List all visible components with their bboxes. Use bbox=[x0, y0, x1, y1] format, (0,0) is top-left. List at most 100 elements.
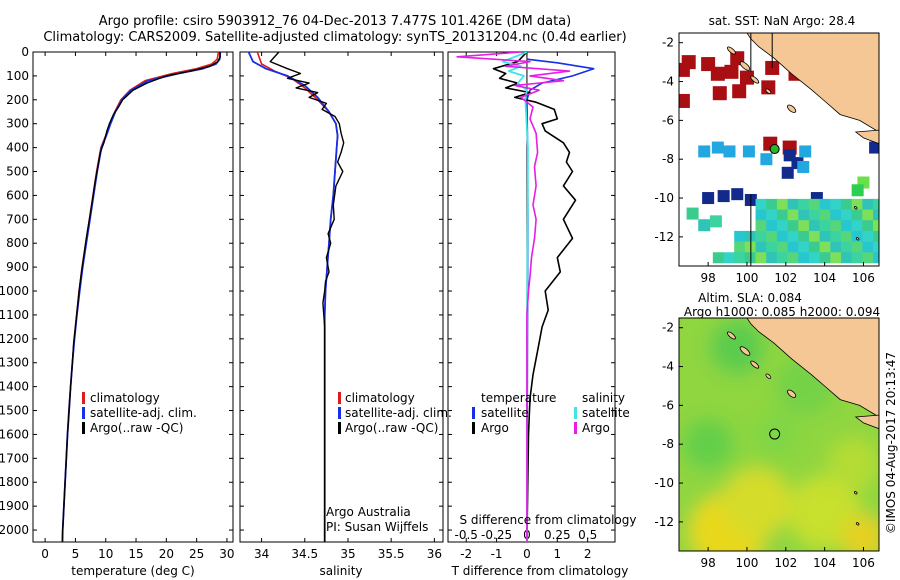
sst-cell-cool bbox=[723, 145, 736, 158]
legend-swatch-satellite bbox=[338, 407, 341, 419]
sst-cell-south bbox=[862, 241, 874, 253]
sst-cell-south bbox=[830, 220, 842, 232]
sst-cell-south bbox=[851, 241, 863, 253]
legend-swatch-satellite bbox=[82, 407, 85, 419]
sst-cell-south bbox=[851, 230, 863, 242]
legend-label-argo: Argo(..raw -QC) bbox=[345, 421, 438, 435]
difference-top-x-label: S difference from climatology bbox=[460, 513, 637, 527]
sst-cell-south bbox=[862, 198, 874, 210]
map-content bbox=[679, 318, 879, 551]
sst-cell-south bbox=[840, 252, 852, 264]
sst-cell-warm bbox=[712, 86, 727, 101]
top-x-tick-label: 0.5 bbox=[578, 528, 597, 542]
sst-cell-cool bbox=[711, 141, 724, 154]
sst-cell-cool bbox=[698, 145, 711, 158]
sst-cell-south bbox=[840, 241, 852, 253]
sst-cell-south bbox=[698, 219, 711, 232]
series-line-temperature-argo bbox=[492, 52, 577, 542]
sst-cell-cool bbox=[742, 145, 755, 158]
sst-cell-south bbox=[830, 252, 842, 264]
x-tick-label: 10 bbox=[98, 547, 113, 561]
depth-tick-label: 1200 bbox=[0, 332, 29, 346]
sst-cell-south bbox=[755, 209, 767, 221]
land-java bbox=[854, 129, 879, 145]
legend-label-temperature-argo: Argo bbox=[481, 421, 509, 435]
sst-cell-south bbox=[787, 209, 799, 221]
sst-cell-south bbox=[840, 230, 852, 242]
sst-cell-south bbox=[851, 209, 863, 221]
float-owner-annotation: Argo Australia bbox=[326, 505, 411, 519]
sla-anomaly-patch bbox=[682, 418, 735, 471]
sst-cell-south bbox=[709, 215, 722, 228]
depth-tick-label: 1900 bbox=[0, 499, 29, 513]
sst-cell-south bbox=[819, 198, 831, 210]
island bbox=[726, 331, 736, 340]
sst-cell-south bbox=[808, 209, 820, 221]
sst-cell-warm bbox=[710, 66, 725, 81]
lat-tick-label: -12 bbox=[654, 230, 674, 244]
sst-cell-south bbox=[819, 252, 831, 264]
sst-cell-south bbox=[776, 252, 788, 264]
sla-anomaly-patch bbox=[827, 437, 879, 490]
sst-cell-south bbox=[808, 230, 820, 242]
sst-cell-south bbox=[787, 198, 799, 210]
sst-cell-south bbox=[787, 241, 799, 253]
top-x-tick-label: 0.25 bbox=[544, 528, 571, 542]
sst-cell-cold bbox=[781, 166, 794, 179]
series-line-argo bbox=[269, 52, 345, 542]
sst-cell-south bbox=[755, 252, 767, 264]
sst-cell-south bbox=[776, 241, 788, 253]
lat-tick-label: -10 bbox=[654, 191, 674, 205]
x-tick-label: 35 bbox=[340, 547, 355, 561]
island bbox=[765, 88, 772, 94]
sst-cell-warm bbox=[679, 93, 690, 108]
sst-cell-cold bbox=[702, 192, 715, 205]
x-tick-label: 20 bbox=[159, 547, 174, 561]
depth-tick-label: 300 bbox=[6, 117, 29, 131]
island bbox=[739, 61, 751, 71]
sst-map-panel: 98 100 102 104 106 -2 -4 -6 -8 -10 -12 bbox=[654, 32, 880, 285]
x-tick-label: 5 bbox=[72, 547, 80, 561]
sst-cell-south bbox=[808, 220, 820, 232]
sst-cell-south bbox=[819, 220, 831, 232]
sst-cell-south bbox=[873, 209, 879, 221]
top-x-tick-label: -0.25 bbox=[481, 528, 512, 542]
sst-cell-south bbox=[808, 198, 820, 210]
sst-cell-south bbox=[776, 209, 788, 221]
sst-cell-south bbox=[830, 209, 842, 221]
sst-map-title: sat. SST: NaN Argo: 28.4 bbox=[709, 14, 856, 28]
sst-cell-south bbox=[819, 230, 831, 242]
depth-tick-label: 1000 bbox=[0, 284, 29, 298]
sst-cell-south bbox=[851, 198, 863, 210]
legend-label-satellite: satellite-adj. clim. bbox=[345, 406, 452, 420]
sst-cell-south bbox=[873, 230, 879, 242]
sst-cell-south bbox=[787, 252, 799, 264]
sla-map-panel: 98 100 102 104 106 -2 -4 -6 -8 -10 -12 bbox=[654, 317, 880, 570]
sst-cell-warm bbox=[724, 64, 739, 79]
sla-map-title-line2: Argo h1000: 0.085 h2000: 0.094 bbox=[684, 305, 880, 319]
sst-cell-south bbox=[808, 241, 820, 253]
x-tick-label: 34.5 bbox=[291, 547, 318, 561]
sst-cell-south bbox=[776, 198, 788, 210]
sst-cell-warm bbox=[732, 84, 747, 99]
figure-title-line2: Climatology: CARS2009. Satellite-adjuste… bbox=[43, 30, 626, 45]
sst-cell-cool bbox=[760, 153, 773, 166]
depth-tick-label: 800 bbox=[6, 236, 29, 250]
sst-cell-south bbox=[798, 209, 810, 221]
island bbox=[726, 46, 736, 55]
lat-tick-label: -6 bbox=[662, 113, 674, 127]
sst-cell-south bbox=[734, 252, 746, 264]
argo-position-marker bbox=[769, 428, 781, 440]
legend-swatch-climatology bbox=[82, 392, 85, 404]
figure-title-line1: Argo profile: csiro 5903912_76 04-Dec-20… bbox=[99, 14, 571, 29]
sst-cell-south bbox=[787, 220, 799, 232]
sst-cell-south bbox=[808, 252, 820, 264]
sla-anomaly-patch bbox=[722, 468, 791, 537]
depth-tick-label: 900 bbox=[6, 260, 29, 274]
sst-cell-south bbox=[873, 220, 879, 232]
sst-cell-warm bbox=[739, 70, 754, 85]
sst-cell-south bbox=[755, 198, 767, 210]
sst-cell-cool bbox=[797, 160, 810, 173]
sst-cell-south bbox=[862, 230, 874, 242]
